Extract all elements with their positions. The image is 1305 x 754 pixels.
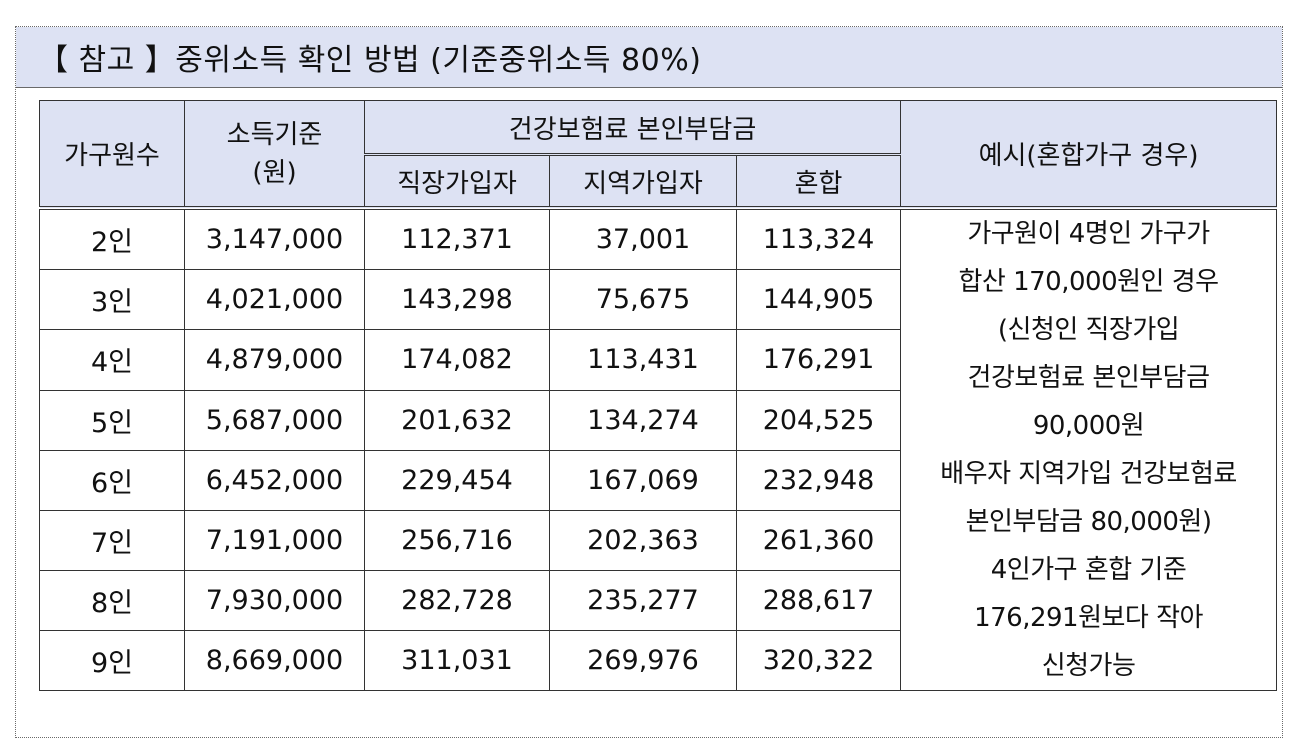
cell-household: 5인 <box>39 389 185 451</box>
cell-household: 8인 <box>39 569 185 631</box>
cell-household: 7인 <box>39 509 185 571</box>
header-regional: 지역가입자 <box>549 153 737 209</box>
cell-income: 4,021,000 <box>184 269 365 331</box>
cell-income: 7,930,000 <box>184 569 365 631</box>
header-example: 예시(혼합가구 경우) <box>900 100 1278 209</box>
income-table: 가구원수 소득기준 (원) 건강보험료 본인부담금 예시(혼합가구 경우) 직장… <box>39 100 1278 692</box>
example-line: 건강보험료 본인부담금 <box>967 363 1210 393</box>
page-title: 【 참고 】중위소득 확인 방법 (기준중위소득 80%) <box>38 43 702 78</box>
cell-mixed: 113,324 <box>735 206 902 271</box>
cell-regional: 113,431 <box>549 329 737 391</box>
cell-employee: 174,082 <box>364 329 550 391</box>
cell-mixed: 288,617 <box>735 569 902 631</box>
cell-employee: 143,298 <box>364 269 550 331</box>
cell-employee: 201,632 <box>364 389 550 451</box>
cell-household: 2인 <box>39 206 185 271</box>
example-line: 176,291원보다 작아 <box>974 603 1203 633</box>
title-bar: 【 참고 】중위소득 확인 방법 (기준중위소득 80%) <box>16 27 1282 88</box>
cell-household: 4인 <box>39 329 185 391</box>
header-income-unit: (원) <box>252 157 297 188</box>
example-line: 신청가능 <box>1041 651 1136 681</box>
cell-mixed: 261,360 <box>735 509 902 571</box>
cell-employee: 282,728 <box>364 569 550 631</box>
table-row: 6인 6,452,000 229,454 167,069 232,948 <box>39 449 1277 511</box>
cell-regional: 75,675 <box>549 269 737 331</box>
reference-box: 【 참고 】중위소득 확인 방법 (기준중위소득 80%) 가구원수 소득기준 … <box>15 26 1283 738</box>
cell-regional: 167,069 <box>549 449 737 511</box>
cell-regional: 235,277 <box>549 569 737 631</box>
cell-regional: 134,274 <box>549 389 737 451</box>
table-row: 5인 5,687,000 201,632 134,274 204,525 <box>39 389 1277 451</box>
table-row: 2인 3,147,000 112,371 37,001 113,324 가구원이… <box>39 206 1278 691</box>
cell-income: 5,687,000 <box>184 389 365 451</box>
cell-employee: 112,371 <box>364 206 550 271</box>
cell-employee: 256,716 <box>364 509 550 571</box>
cell-employee: 229,454 <box>364 449 550 511</box>
cell-mixed: 204,525 <box>735 389 902 451</box>
header-income: 소득기준 (원) <box>184 100 365 209</box>
example-line: 본인부담금 80,000원) <box>965 507 1212 537</box>
cell-mixed: 144,905 <box>735 269 902 331</box>
cell-income: 8,669,000 <box>184 629 365 692</box>
cell-mixed: 176,291 <box>735 329 902 391</box>
example-cell: 가구원이 4명인 가구가 합산 170,000원인 경우 (신청인 직장가입 건… <box>900 206 1278 691</box>
cell-household: 6인 <box>39 449 185 511</box>
cell-income: 7,191,000 <box>184 509 365 571</box>
table-row: 8인 7,930,000 282,728 235,277 288,617 <box>39 569 1277 631</box>
header-income-label: 소득기준 <box>226 119 323 150</box>
example-line: 4인가구 혼합 기준 <box>990 555 1187 585</box>
cell-mixed: 232,948 <box>735 449 902 511</box>
header-premium-group: 건강보험료 본인부담금 <box>363 100 902 155</box>
table-row: 4인 4,879,000 174,082 113,431 176,291 <box>39 329 1277 391</box>
header-employee: 직장가입자 <box>364 153 550 209</box>
example-line: 배우자 지역가입 건강보험료 <box>940 459 1237 489</box>
cell-regional: 269,976 <box>549 629 737 692</box>
cell-income: 6,452,000 <box>184 449 365 511</box>
cell-income: 3,147,000 <box>184 206 365 271</box>
header-mixed: 혼합 <box>735 153 902 209</box>
cell-regional: 202,363 <box>549 509 737 571</box>
header-household: 가구원수 <box>39 100 185 209</box>
table-row: 7인 7,191,000 256,716 202,363 261,360 <box>39 509 1277 571</box>
cell-household: 3인 <box>39 269 185 331</box>
cell-mixed: 320,322 <box>735 629 902 692</box>
table-row: 9인 8,669,000 311,031 269,976 320,322 <box>39 629 1277 692</box>
cell-employee: 311,031 <box>364 629 550 692</box>
example-line: 90,000원 <box>1032 411 1145 441</box>
cell-household: 9인 <box>39 629 185 692</box>
example-line: 가구원이 4명인 가구가 <box>967 219 1210 249</box>
cell-regional: 37,001 <box>549 206 737 271</box>
cell-income: 4,879,000 <box>184 329 365 391</box>
example-line: (신청인 직장가입 <box>997 315 1180 345</box>
example-line: 합산 170,000원인 경우 <box>958 267 1219 297</box>
